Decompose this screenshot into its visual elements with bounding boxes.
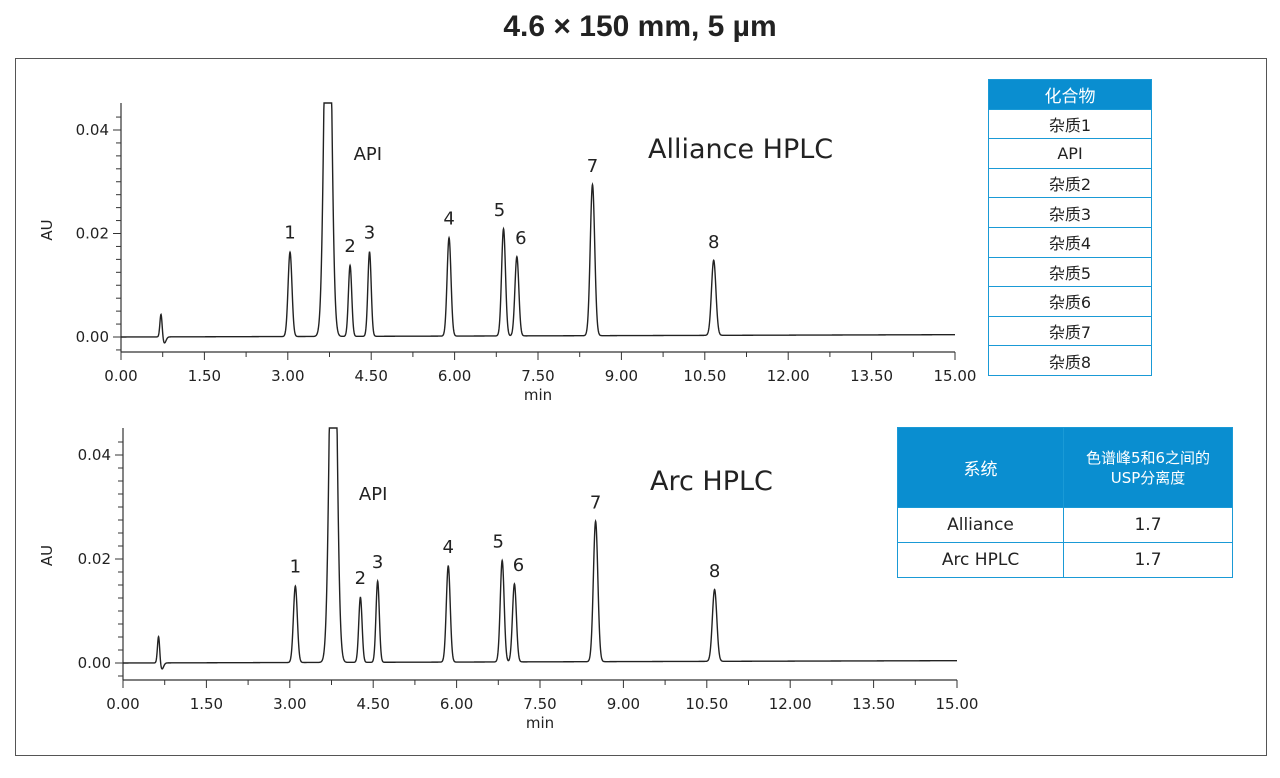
peak-label: 7 — [590, 493, 601, 514]
x-tick-label: 1.50 — [188, 367, 221, 385]
x-tick-label: 10.50 — [683, 367, 726, 385]
y-tick-label: 0.04 — [78, 446, 111, 464]
y-tick-label: 0.02 — [76, 225, 109, 243]
x-tick-label: 10.50 — [685, 695, 728, 713]
x-tick-label: 3.00 — [271, 367, 304, 385]
chromatogram-trace — [121, 102, 955, 344]
resolution-header-line2: USP分离度 — [1110, 468, 1186, 487]
x-tick-label: 0.00 — [106, 695, 139, 713]
peak-label: 6 — [513, 555, 524, 576]
compound-table-header: 化合物 — [988, 79, 1152, 110]
compound-table: 化合物 杂质1 API 杂质2 杂质3 杂质4 杂质5 杂质6 杂质7 杂质8 — [988, 79, 1152, 376]
compound-row: API — [988, 138, 1152, 169]
y-tick-label: 0.04 — [76, 121, 109, 139]
resolution-header-system: 系统 — [897, 427, 1064, 508]
peak-label: 7 — [587, 156, 598, 177]
y-tick-label: 0.00 — [76, 328, 109, 346]
peak-label: 2 — [355, 568, 366, 589]
y-axis-title: AU — [38, 219, 56, 240]
system-label: Alliance HPLC — [648, 134, 833, 165]
x-tick-label: 15.00 — [934, 367, 977, 385]
x-tick-label: 3.00 — [273, 695, 306, 713]
x-tick-label: 9.00 — [607, 695, 640, 713]
peak-label: 6 — [515, 228, 526, 249]
resolution-row-value: 1.7 — [1063, 542, 1233, 578]
x-tick-label: 9.00 — [605, 367, 638, 385]
chromatogram-trace — [123, 427, 957, 670]
compound-row: 杂质3 — [988, 197, 1152, 228]
x-tick-label: 4.50 — [356, 695, 389, 713]
x-tick-label: 7.50 — [523, 695, 556, 713]
x-tick-label: 15.00 — [936, 695, 979, 713]
x-tick-label: 4.50 — [354, 367, 387, 385]
compound-row: 杂质7 — [988, 315, 1152, 347]
peak-label: 3 — [372, 552, 383, 573]
x-axis-title: min — [524, 386, 552, 404]
x-tick-label: 7.50 — [521, 367, 554, 385]
compound-row: 杂质5 — [988, 256, 1152, 288]
peak-label: 5 — [492, 532, 503, 553]
system-label: Arc HPLC — [650, 466, 773, 497]
resolution-header-value: 色谱峰5和6之间的 USP分离度 — [1063, 427, 1233, 508]
peak-label: API — [359, 484, 387, 505]
resolution-table: 系统 色谱峰5和6之间的 USP分离度 Alliance 1.7 Arc HPL… — [897, 427, 1233, 578]
resolution-row-system: Alliance — [897, 507, 1064, 543]
resolution-row-value: 1.7 — [1063, 507, 1233, 543]
y-axis-title: AU — [38, 545, 56, 566]
x-tick-label: 6.00 — [440, 695, 473, 713]
x-tick-label: 13.50 — [852, 695, 895, 713]
compound-row: 杂质8 — [988, 345, 1152, 376]
compound-row: 杂质4 — [988, 226, 1152, 258]
y-tick-label: 0.00 — [78, 654, 111, 672]
x-tick-label: 12.00 — [767, 367, 810, 385]
chart-title: 4.6 × 150 mm, 5 µm — [503, 10, 777, 43]
peak-label: API — [354, 144, 382, 165]
peak-label: 5 — [494, 200, 505, 221]
resolution-row-system: Arc HPLC — [897, 542, 1064, 578]
compound-row: 杂质6 — [988, 286, 1152, 317]
peak-label: 1 — [284, 223, 295, 244]
compound-row: 杂质2 — [988, 167, 1152, 199]
x-tick-label: 12.00 — [769, 695, 812, 713]
resolution-header-line1: 色谱峰5和6之间的 — [1085, 448, 1211, 467]
figure-frame — [15, 58, 1267, 756]
x-tick-label: 1.50 — [190, 695, 223, 713]
peak-label: 4 — [443, 209, 454, 230]
peak-label: 8 — [708, 232, 719, 253]
peak-label: 8 — [709, 561, 720, 582]
peak-label: 2 — [344, 236, 355, 257]
peak-label: 3 — [364, 223, 375, 244]
compound-row: 杂质1 — [988, 108, 1152, 140]
peak-label: 4 — [443, 537, 454, 558]
peak-label: 1 — [290, 557, 301, 578]
x-tick-label: 6.00 — [438, 367, 471, 385]
y-tick-label: 0.02 — [78, 550, 111, 568]
x-tick-label: 13.50 — [850, 367, 893, 385]
x-axis-title: min — [526, 714, 554, 732]
x-tick-label: 0.00 — [104, 367, 137, 385]
